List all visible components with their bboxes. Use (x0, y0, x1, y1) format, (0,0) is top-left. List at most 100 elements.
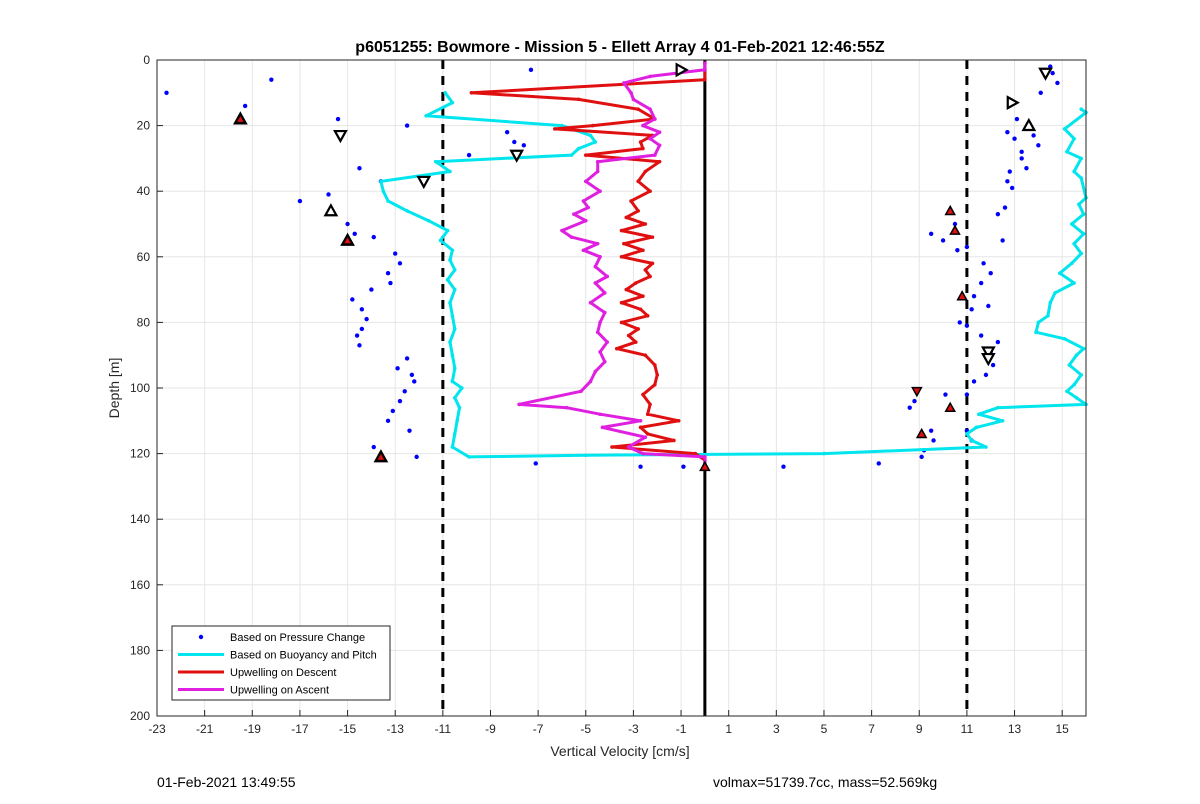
x-tick-label: 1 (725, 722, 732, 736)
series-vertex (379, 179, 383, 184)
triangle-marker (1021, 117, 1037, 132)
pressure-point (269, 77, 274, 82)
series-vertex (641, 248, 645, 253)
pressure-point (981, 261, 986, 266)
pressure-point (943, 392, 948, 397)
triangle-marker (949, 224, 961, 235)
series-vertex (593, 264, 598, 269)
x-tick-label: -13 (387, 722, 405, 736)
series-vertex (645, 412, 650, 417)
series-vertex (517, 402, 521, 407)
chart-title: p6051255: Bowmore - Mission 5 - Ellett A… (355, 39, 885, 56)
series-vertex (657, 143, 662, 148)
series-vertex (631, 97, 636, 102)
pressure-point (1002, 205, 1008, 210)
pressure-point (390, 408, 396, 414)
series-vertex (653, 363, 657, 367)
series-vertex (595, 241, 600, 246)
series-vertex (1079, 373, 1084, 377)
series-vertex (1072, 382, 1076, 387)
pressure-point (412, 379, 417, 384)
series-vertex (452, 366, 457, 371)
series-vertex (641, 123, 645, 128)
series-line (517, 63, 707, 464)
series-vertex (1081, 212, 1086, 216)
pressure-point (297, 198, 303, 204)
pressure-point (971, 379, 977, 384)
pressure-point (409, 372, 415, 378)
series-vertex (452, 287, 457, 292)
reference-lines (441, 60, 969, 716)
series-vertex (643, 268, 648, 272)
series-vertex (703, 61, 707, 66)
series-vertex (450, 248, 455, 253)
pressure-point (326, 192, 331, 197)
pressure-point (1031, 133, 1036, 138)
footer-timestamp: 01-Feb-2021 13:49:55 (157, 774, 296, 790)
pressure-point (931, 438, 936, 443)
x-tick-label: 13 (1008, 722, 1022, 736)
pressure-point (638, 464, 643, 469)
series-vertex (703, 455, 707, 459)
triangle-marker (944, 204, 956, 216)
series-vertex (450, 445, 455, 449)
series-vertex (593, 369, 598, 374)
series-vertex (560, 228, 564, 233)
series-vertex (638, 419, 643, 423)
series-vertex (448, 300, 452, 305)
series-vertex (653, 382, 657, 387)
chart-legend: Based on Pressure Change Based on Buoyanc… (171, 625, 391, 701)
series-vertex (595, 330, 600, 335)
series-vertex (977, 412, 981, 417)
x-tick-label: 15 (1055, 722, 1069, 736)
pressure-point (350, 297, 355, 302)
series-vertex (1069, 261, 1074, 266)
series-vertex (450, 314, 455, 318)
series-vertex (645, 432, 650, 436)
triangle-marker (323, 203, 339, 217)
y-tick-label: 120 (130, 447, 150, 461)
series-vertex (598, 412, 602, 417)
series-vertex (593, 281, 598, 285)
y-tick-label: 200 (130, 709, 150, 723)
series-vertex (693, 451, 698, 456)
series-vertex (457, 405, 462, 410)
series-vertex (648, 402, 652, 407)
pressure-point (957, 320, 962, 325)
series-vertex (1074, 353, 1079, 358)
series-vertex (1034, 330, 1038, 335)
x-axis-label: Vertical Velocity [cm/s] (550, 743, 689, 759)
x-tick-label: -15 (339, 722, 357, 736)
series-vertex (629, 199, 633, 203)
series-vertex (641, 146, 645, 151)
pressure-point (1055, 80, 1060, 86)
pressure-point (1007, 169, 1012, 174)
series-vertex (648, 107, 652, 111)
series-vertex (564, 405, 569, 410)
series-vertex (619, 254, 624, 259)
series-vertex (455, 419, 459, 423)
series-vertex (614, 346, 619, 351)
y-tick-label: 160 (130, 578, 150, 592)
series-vertex (965, 432, 969, 436)
series-vertex (1072, 136, 1076, 141)
pressure-point (1019, 156, 1024, 161)
series-vertex (569, 153, 574, 157)
pressure-point (512, 139, 517, 145)
pressure-point (964, 244, 970, 250)
x-tick-label: 7 (868, 722, 875, 736)
series-vertex (641, 294, 645, 298)
series-vertex (643, 353, 648, 358)
legend-swatch-point (198, 634, 204, 640)
triangle-marker (341, 234, 354, 245)
series-vertex (445, 277, 450, 282)
series-vertex (603, 310, 607, 315)
pressure-point (995, 211, 1001, 217)
pressure-point (940, 238, 946, 243)
pressure-point (371, 444, 376, 450)
pressure-point (1038, 90, 1043, 96)
triangle-marker (911, 386, 923, 398)
series-vertex (450, 100, 455, 105)
pressure-point (983, 372, 989, 378)
